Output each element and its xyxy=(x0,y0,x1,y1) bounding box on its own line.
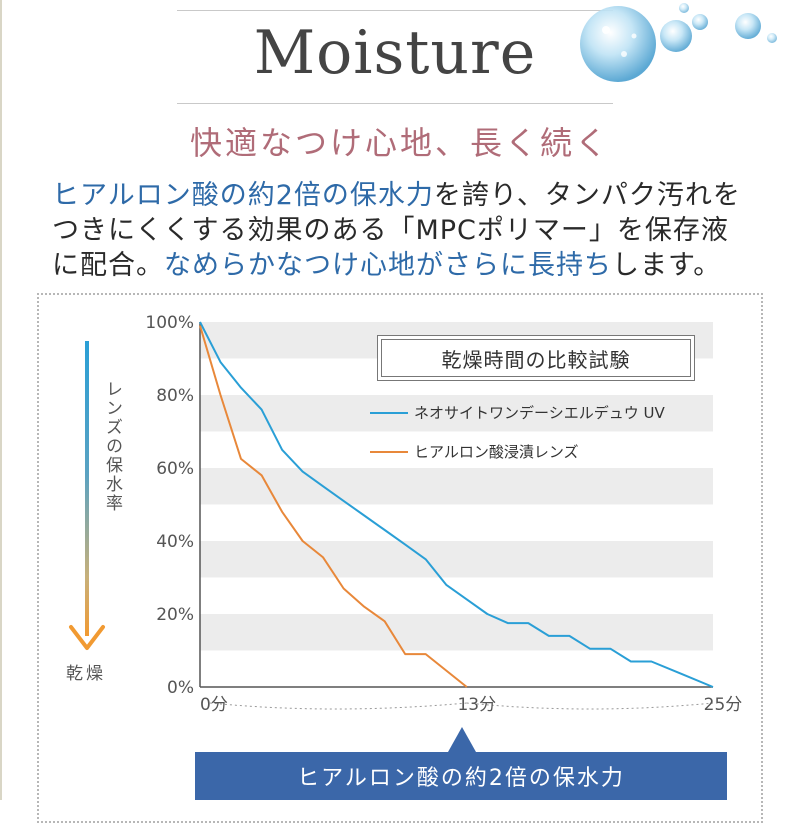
y-tick-label: 60% xyxy=(156,459,194,479)
chart-title-box: 乾燥時間の比較試験 xyxy=(377,335,695,381)
drying-time-chart: 0% 20% 40% 60% 80% 100% 0分 13分 25分 xyxy=(145,313,743,715)
legend-item-series-2: ヒアルロン酸浸漬レンズ xyxy=(370,441,579,462)
brace-0-13 xyxy=(209,702,467,710)
retention-arrow-shaft xyxy=(85,341,89,636)
x-tick-label: 25分 xyxy=(704,695,743,715)
legend-label-series-1: ネオサイトワンデーシエルデュウ UV xyxy=(414,404,665,422)
arrow-down-icon xyxy=(69,625,105,650)
title-top-rule xyxy=(177,10,613,11)
badge-pointer-icon xyxy=(448,727,476,752)
chart-band xyxy=(200,541,713,578)
description-highlight-1: ヒアルロン酸の約2倍の保水力 xyxy=(52,180,434,211)
page-title: Moisture xyxy=(253,18,537,88)
x-tick-label: 13分 xyxy=(457,695,496,715)
series-line-neosight xyxy=(199,321,714,688)
retention-axis-label: レンズの保水率 xyxy=(102,380,122,513)
legend-swatch-orange xyxy=(370,450,408,453)
legend-label-series-2: ヒアルロン酸浸漬レンズ xyxy=(414,443,579,461)
description-text: ヒアルロン酸の約2倍の保水力を誇り、タンパク汚れを つきにくくする効果のある「M… xyxy=(52,178,772,283)
water-drops-illustration xyxy=(580,3,777,82)
chart-band xyxy=(200,468,713,505)
retention-badge: ヒアルロン酸の約2倍の保水力 xyxy=(195,752,727,800)
description-line-2: つきにくくする効果のある「MPCポリマー」を保存液 xyxy=(52,215,729,246)
y-tick-label: 100% xyxy=(145,313,194,333)
legend-swatch-blue xyxy=(370,411,408,414)
description-line3-prefix: に配合。 xyxy=(52,250,164,281)
y-tick-label: 80% xyxy=(156,386,194,406)
left-border xyxy=(0,0,2,800)
chart-band xyxy=(200,395,713,432)
y-tick-label: 40% xyxy=(156,532,194,552)
description-line-1: ヒアルロン酸の約2倍の保水力を誇り、タンパク汚れを xyxy=(52,178,772,213)
chart-band xyxy=(200,614,713,651)
legend-item-series-1: ネオサイトワンデーシエルデュウ UV xyxy=(370,402,665,423)
description-line1-rest: を誇り、タンパク汚れを xyxy=(433,180,741,211)
description-highlight-2: なめらかなつけ心地がさらに長持ち xyxy=(164,250,612,281)
dry-label: 乾燥 xyxy=(66,664,106,684)
subtitle: 快適なつけ心地、長く続く xyxy=(189,124,610,162)
y-tick-label: 0% xyxy=(167,678,194,698)
description-line-3: に配合。なめらかなつけ心地がさらに長持ちします。 xyxy=(52,248,772,283)
description-line3-suffix: します。 xyxy=(612,250,722,281)
y-tick-label: 20% xyxy=(156,605,194,625)
brace-13-25 xyxy=(466,702,714,710)
series-line-hyaluronic xyxy=(199,325,468,688)
x-tick-label: 0分 xyxy=(200,695,228,715)
title-bottom-rule xyxy=(177,103,613,104)
chart-title: 乾燥時間の比較試験 xyxy=(381,339,691,377)
